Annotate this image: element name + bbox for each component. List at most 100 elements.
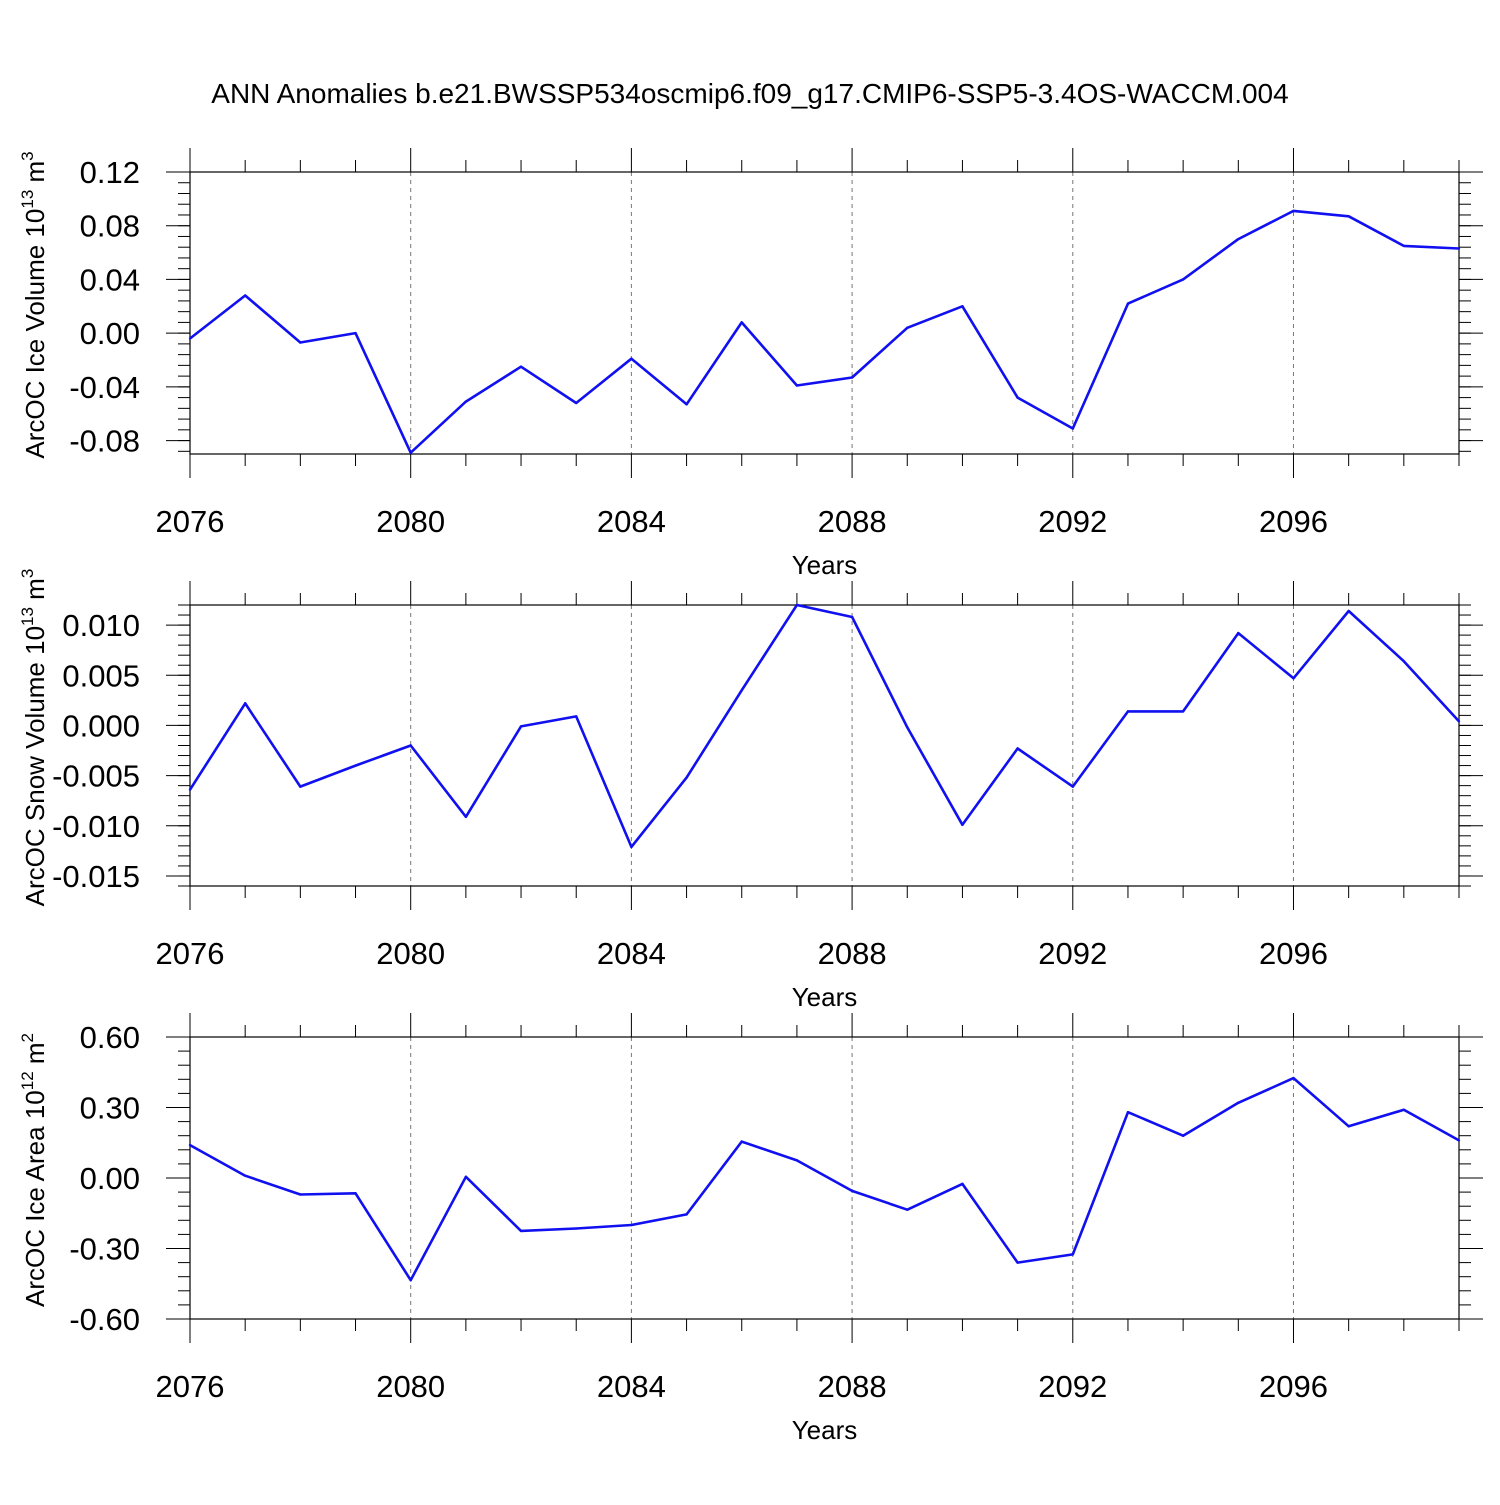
data-point	[1237, 237, 1240, 241]
x-tick-label: 2084	[597, 936, 666, 971]
data-point	[1016, 747, 1019, 750]
x-tick-label: 2076	[156, 504, 225, 539]
data-point	[1292, 677, 1295, 680]
data-point	[354, 331, 357, 335]
data-point	[519, 365, 523, 368]
data-point	[850, 1189, 854, 1193]
data-point	[243, 294, 247, 297]
y-tick-label: 0.00	[80, 316, 140, 351]
y-tick-label: 0.005	[62, 658, 140, 693]
x-tick-label: 2092	[1038, 504, 1107, 539]
x-tick-label: 2092	[1038, 936, 1107, 971]
data-point	[243, 702, 247, 705]
x-tick-label: 2076	[156, 936, 225, 971]
data-point	[299, 1193, 302, 1196]
y-tick-label: 0.30	[80, 1091, 140, 1126]
x-tick-label: 2080	[376, 936, 445, 971]
y-tick-label: -0.30	[69, 1232, 140, 1267]
data-point	[1457, 720, 1461, 723]
y-tick-label: 0.04	[80, 262, 140, 297]
data-point	[1181, 278, 1185, 281]
data-point	[906, 326, 909, 329]
y-tick-label: 0.12	[80, 155, 140, 190]
data-point	[1016, 396, 1019, 399]
data-point	[630, 845, 633, 849]
y-tick-label: -0.005	[52, 759, 140, 794]
data-point	[740, 321, 743, 324]
y-tick-label: 0.010	[62, 608, 140, 643]
series-line	[188, 603, 1460, 849]
chart-panel-snow-volume: -0.015 -0.010 -0.005 0.000 0.005 0.010 2076 208…	[18, 569, 1483, 1012]
chart-panel-ice-area: -0.60 -0.30 0.00 0.30 0.60 2076 2080 2084 2088 20…	[18, 1013, 1483, 1445]
x-tick-label: 2080	[376, 1369, 445, 1404]
y-tick-label: 0.60	[80, 1020, 140, 1055]
data-point	[519, 725, 523, 728]
y-tick-label: 0.08	[80, 209, 140, 244]
data-point	[1071, 427, 1074, 430]
x-axis-label: Years	[792, 1415, 858, 1445]
data-point	[1402, 1108, 1406, 1112]
y-axis-label: ArcOC Ice Area 1012 m2	[18, 1033, 50, 1307]
data-point	[1347, 1125, 1350, 1128]
series-line	[189, 1076, 1460, 1282]
data-point	[630, 1223, 633, 1227]
x-tick-label: 2096	[1259, 1369, 1328, 1404]
data-point	[1402, 244, 1406, 248]
data-point	[575, 401, 578, 405]
y-tick-label: 0.00	[80, 1161, 140, 1196]
data-point	[409, 1279, 412, 1282]
data-point	[299, 785, 302, 788]
data-point	[1016, 1261, 1019, 1264]
data-point	[299, 341, 302, 344]
y-axis-label: ArcOC Ice Volume 1013 m3	[18, 151, 50, 458]
data-point	[1347, 215, 1350, 218]
plot-frame	[189, 171, 1460, 455]
data-point	[464, 815, 468, 818]
data-point	[1457, 1139, 1461, 1142]
data-point	[630, 357, 633, 360]
data-point	[961, 823, 964, 826]
y-tick-label: -0.60	[69, 1302, 140, 1337]
data-point	[575, 715, 578, 718]
data-point	[961, 1182, 964, 1186]
data-point	[685, 403, 688, 406]
data-point	[1347, 609, 1350, 613]
data-point	[1237, 1101, 1240, 1105]
x-tick-label: 2096	[1259, 936, 1328, 971]
data-point	[519, 1229, 523, 1233]
data-point	[850, 615, 854, 619]
data-point	[1457, 247, 1461, 250]
x-tick-label: 2088	[818, 936, 887, 971]
y-tick-label: -0.010	[52, 809, 140, 844]
data-point	[1402, 660, 1406, 663]
data-point	[464, 1175, 468, 1179]
data-point	[685, 776, 688, 779]
chart-panel-ice-volume: -0.08 -0.04 0.00 0.04 0.08 0.12 2076 2080 2084 20…	[18, 148, 1483, 580]
data-point	[1181, 1134, 1185, 1137]
series-line	[189, 209, 1460, 455]
plot-frame	[189, 604, 1460, 887]
data-point	[464, 400, 468, 403]
x-tick-label: 2084	[597, 1369, 666, 1404]
x-tick-label: 2088	[818, 504, 887, 539]
data-point	[188, 1143, 192, 1147]
data-point	[906, 1208, 909, 1211]
data-point	[409, 451, 412, 454]
data-point	[409, 744, 412, 747]
y-tick-label: 0.000	[62, 708, 140, 743]
x-tick-label: 2080	[376, 504, 445, 539]
x-tick-label: 2076	[156, 1369, 225, 1404]
data-point	[1292, 209, 1295, 213]
x-tick-label: 2088	[818, 1369, 887, 1404]
data-point	[1071, 785, 1074, 788]
data-point	[740, 1140, 743, 1143]
data-point	[850, 376, 854, 379]
y-tick-label: -0.08	[69, 424, 140, 459]
data-point	[188, 788, 192, 791]
data-point	[1237, 631, 1240, 635]
figure-title: ANN Anomalies b.e21.BWSSP534oscmip6.f09_…	[211, 78, 1289, 109]
data-point	[188, 337, 192, 340]
data-point	[795, 603, 799, 607]
